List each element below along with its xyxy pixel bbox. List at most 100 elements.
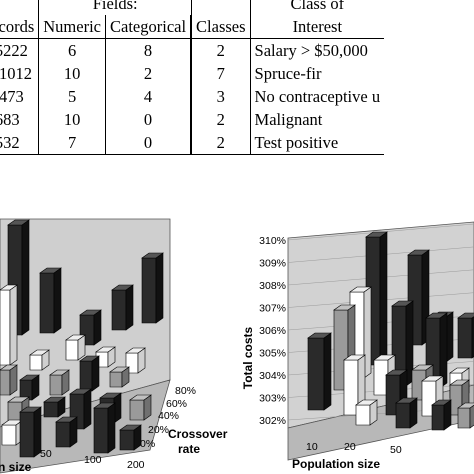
bar bbox=[19, 406, 42, 458]
classes-cell: 2 bbox=[191, 131, 251, 155]
bar bbox=[307, 332, 332, 411]
classes-cell: 3 bbox=[191, 85, 251, 108]
bar bbox=[355, 399, 378, 426]
table-row: n 1473 5 4 3 No contraceptive u bbox=[0, 85, 384, 108]
x-tick: 100 bbox=[84, 454, 102, 466]
records-cell: 45222 bbox=[0, 38, 40, 62]
interest-cell: Malignant bbox=[254, 110, 323, 129]
records-cell: 532 bbox=[0, 131, 40, 155]
y-tick: 308% bbox=[259, 280, 286, 292]
interest-cell: Salary > $50,000 bbox=[254, 41, 368, 60]
y-tick: 302% bbox=[259, 415, 286, 427]
bar bbox=[109, 366, 130, 388]
table-spacer bbox=[190, 85, 192, 108]
bar bbox=[391, 300, 414, 387]
numeric-cell: 6 bbox=[38, 38, 106, 62]
table-spacer bbox=[190, 62, 192, 85]
numeric-cell: 7 bbox=[38, 131, 106, 155]
table-row: 581012 10 2 7 Spruce-fir bbox=[0, 62, 384, 85]
records-cell: 581012 bbox=[0, 62, 40, 85]
numeric-cell: 5 bbox=[38, 85, 106, 108]
bar bbox=[129, 394, 152, 421]
y-axis-title: Total costs bbox=[241, 326, 255, 389]
x-tick: 200 bbox=[127, 459, 145, 471]
bar bbox=[0, 364, 18, 396]
right-3d-bar-chart: 310% 309% 308% 307% 306% 305% 304% 303% 302% Tot… bbox=[241, 221, 474, 471]
classes-cell: 7 bbox=[191, 62, 251, 85]
x-tick: 20 bbox=[344, 441, 356, 453]
bar bbox=[395, 397, 418, 429]
x-tick: 50 bbox=[390, 444, 402, 456]
bar bbox=[457, 402, 474, 429]
column-header-categorical: Categorical bbox=[105, 15, 191, 39]
table-row: 532 7 0 2 Test positive bbox=[0, 131, 385, 155]
bar bbox=[69, 388, 92, 430]
bar bbox=[65, 334, 86, 361]
class-header-line1: Class of bbox=[290, 0, 345, 13]
categorical-cell: 2 bbox=[143, 64, 153, 83]
interest-cell: Spruce-fir bbox=[254, 64, 322, 83]
y-tick: 310% bbox=[259, 235, 286, 247]
table-header-blank bbox=[0, 0, 40, 15]
y-axis-ticks: 310% 309% 308% 307% 306% 305% 304% 303% 302% bbox=[259, 235, 286, 427]
x-axis-title: n size bbox=[0, 460, 32, 474]
column-header-records: Records bbox=[0, 15, 40, 39]
bar bbox=[141, 252, 164, 324]
records-cell: 1473 bbox=[0, 85, 40, 108]
categorical-cell: 8 bbox=[143, 41, 153, 60]
bar bbox=[79, 355, 100, 392]
bar bbox=[457, 312, 474, 359]
bar bbox=[43, 396, 66, 418]
z-tick: 0% bbox=[140, 438, 155, 450]
bar bbox=[111, 284, 134, 331]
left-bar-group bbox=[0, 219, 164, 458]
right-bar-group bbox=[307, 231, 474, 431]
table-row: 683 10 0 2 Malignant bbox=[0, 108, 384, 131]
class-header-line2: Interest bbox=[250, 15, 385, 39]
bar bbox=[119, 424, 142, 451]
bar bbox=[19, 374, 40, 401]
dataset-table: Fields: Class of Records Numeric Categor… bbox=[0, 0, 385, 155]
table-spacer bbox=[190, 131, 192, 155]
bar bbox=[49, 369, 70, 396]
y-tick: 309% bbox=[259, 258, 286, 270]
y-tick: 306% bbox=[259, 325, 286, 337]
bar bbox=[29, 349, 50, 371]
z-axis-title: Crossover bbox=[168, 427, 228, 441]
x-tick: 50 bbox=[40, 448, 52, 460]
categorical-cell: 0 bbox=[105, 131, 191, 155]
z-tick: 80% bbox=[175, 385, 196, 397]
bar bbox=[425, 312, 448, 389]
y-tick: 307% bbox=[259, 303, 286, 315]
table-row: 45222 6 8 2 Salary > $50,000 bbox=[0, 38, 384, 62]
interest-cell: No contraceptive u bbox=[254, 87, 381, 106]
numeric-cell: 10 bbox=[38, 62, 106, 85]
numeric-cell: 10 bbox=[38, 108, 106, 131]
y-tick: 304% bbox=[259, 370, 286, 382]
z-axis-title: rate bbox=[178, 442, 200, 456]
z-tick: 60% bbox=[166, 398, 187, 410]
fields-header: Fields: bbox=[92, 0, 138, 13]
y-tick: 303% bbox=[259, 393, 286, 405]
categorical-cell: 0 bbox=[143, 110, 153, 129]
bar bbox=[431, 399, 452, 431]
dataset-table-region: Fields: Class of Records Numeric Categor… bbox=[0, 0, 474, 160]
table-spacer bbox=[190, 38, 192, 62]
table-spacer bbox=[190, 108, 192, 131]
left-3d-bar-chart: 80% 60% 40% 20% 0% Crossover rate 50 100… bbox=[0, 218, 228, 474]
x-axis-title: Population size bbox=[292, 457, 380, 471]
records-cell: 683 bbox=[0, 108, 40, 131]
z-tick: 40% bbox=[158, 410, 179, 422]
table-header-blank bbox=[191, 0, 251, 15]
bar bbox=[93, 402, 116, 454]
z-tick: 20% bbox=[148, 424, 169, 436]
bar bbox=[55, 416, 78, 448]
categorical-cell: 4 bbox=[143, 87, 153, 106]
x-tick: 10 bbox=[306, 441, 318, 453]
classes-cell: 2 bbox=[191, 108, 251, 131]
classes-cell: 2 bbox=[191, 38, 251, 62]
bar bbox=[39, 267, 62, 334]
column-header-classes: Classes bbox=[191, 15, 251, 39]
column-header-numeric: Numeric bbox=[38, 15, 106, 39]
table-header-blank bbox=[190, 15, 192, 39]
